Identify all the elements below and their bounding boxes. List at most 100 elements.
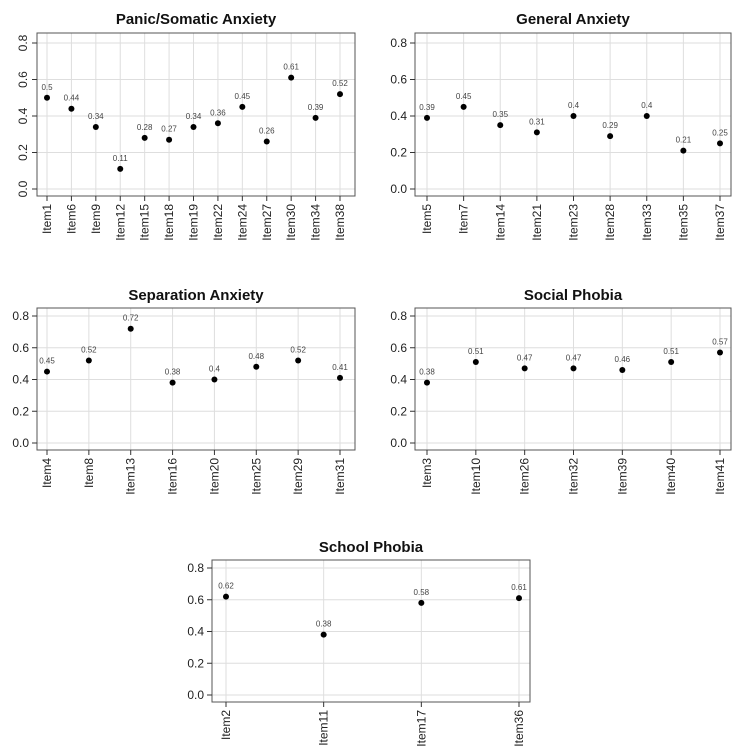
y-tick-label: 0.0 [390,436,407,450]
data-point[interactable] [424,379,430,386]
data-label: 0.62 [218,582,234,591]
data-point[interactable] [418,599,425,606]
data-label: 0.51 [663,347,679,356]
data-label: 0.25 [712,128,728,137]
x-tick-label: Item4 [40,458,54,488]
y-tick-label: 0.4 [390,373,407,387]
data-point[interactable] [521,365,528,372]
data-point[interactable] [619,366,626,373]
x-tick-label: Item29 [291,458,305,495]
x-tick-label: Item1 [40,204,54,234]
x-tick-label: Item35 [676,204,690,241]
y-tick-label: 0.8 [390,309,407,323]
x-tick-label: Item18 [162,204,176,241]
data-point[interactable] [516,595,522,602]
data-label: 0.4 [209,365,221,374]
data-point[interactable] [668,359,675,366]
x-tick-label: Item2 [219,710,233,740]
data-point[interactable] [214,120,221,127]
data-label: 0.47 [517,353,533,362]
x-tick-label: Item11 [317,710,331,746]
data-point[interactable] [424,114,430,121]
data-label: 0.34 [88,112,104,121]
y-tick-label: 0.8 [16,34,30,51]
data-point[interactable] [295,357,302,364]
x-tick-label: Item37 [713,204,727,241]
data-point[interactable] [263,138,270,145]
x-tick-label: Item3 [420,458,434,488]
data-point[interactable] [44,94,50,101]
data-point[interactable] [533,129,540,136]
data-point[interactable] [337,91,343,98]
data-point[interactable] [460,103,467,110]
data-label: 0.38 [316,620,332,629]
data-point[interactable] [717,349,723,356]
panel-4: School Phobia 0.0 0.2 0.4 0.6 0.8 Item2 0.62 Ite… [187,539,531,747]
data-point[interactable] [211,376,218,383]
data-point[interactable] [288,74,295,81]
x-tick-label: Item17 [414,710,428,747]
data-point[interactable] [253,363,260,370]
x-tick-label: Item23 [567,204,581,241]
panel-0: Panic/Somatic Anxiety 0.0 0.2 0.4 0.6 0.8 Item… [16,11,356,241]
data-label: 0.52 [290,345,306,354]
y-tick-label: 0.2 [187,656,204,670]
y-tick-label: 0.8 [12,309,29,323]
data-point[interactable] [85,357,92,364]
chart-title: Separation Anxiety [128,287,264,304]
data-point[interactable] [643,113,650,119]
chart-title: Social Phobia [524,287,623,304]
data-point[interactable] [68,105,75,112]
data-point[interactable] [239,103,246,110]
data-point[interactable] [141,134,148,141]
x-tick-label: Item8 [82,458,96,488]
y-tick-label: 0.0 [187,688,204,702]
data-label: 0.45 [456,92,472,101]
x-tick-label: Item31 [333,458,347,495]
y-tick-label: 0.2 [12,404,29,418]
y-tick-label: 0.0 [16,180,30,197]
data-label: 0.4 [568,101,580,110]
y-tick-label: 0.4 [187,625,204,639]
x-tick-label: Item34 [309,204,323,241]
data-point[interactable] [190,123,197,130]
data-label: 0.41 [332,363,348,372]
data-label: 0.47 [566,353,582,362]
x-tick-label: Item41 [713,458,727,495]
data-point[interactable] [127,325,134,332]
data-label: 0.29 [602,121,618,130]
x-tick-label: Item13 [124,458,138,495]
y-tick-label: 0.4 [12,373,29,387]
y-tick-label: 0.8 [390,36,407,50]
data-point[interactable] [497,122,504,129]
x-tick-label: Item15 [138,204,152,241]
data-point[interactable] [680,147,687,154]
x-tick-label: Item40 [664,458,678,495]
data-point[interactable] [337,374,343,381]
data-point[interactable] [320,631,327,638]
data-point[interactable] [223,593,229,600]
data-point[interactable] [717,140,723,147]
data-label: 0.39 [308,103,324,112]
x-tick-label: Item19 [187,204,201,241]
x-tick-label: Item9 [89,204,103,234]
x-tick-label: Item12 [113,204,127,241]
x-tick-label: Item16 [166,458,180,495]
data-point[interactable] [570,365,577,372]
data-point[interactable] [117,165,124,172]
data-point[interactable] [607,133,614,140]
data-point[interactable] [92,123,99,130]
data-point[interactable] [472,359,479,366]
x-tick-label: Item26 [518,458,532,495]
data-point[interactable] [169,379,176,386]
data-label: 0.26 [259,127,275,136]
data-point[interactable] [312,114,319,121]
x-tick-label: Item6 [64,204,78,234]
y-tick-label: 0.8 [187,561,204,575]
data-label: 0.11 [113,154,129,163]
data-point[interactable] [166,136,173,143]
x-tick-label: Item33 [640,204,654,241]
data-point[interactable] [44,368,50,375]
data-point[interactable] [570,113,577,119]
x-tick-label: Item5 [420,204,434,234]
